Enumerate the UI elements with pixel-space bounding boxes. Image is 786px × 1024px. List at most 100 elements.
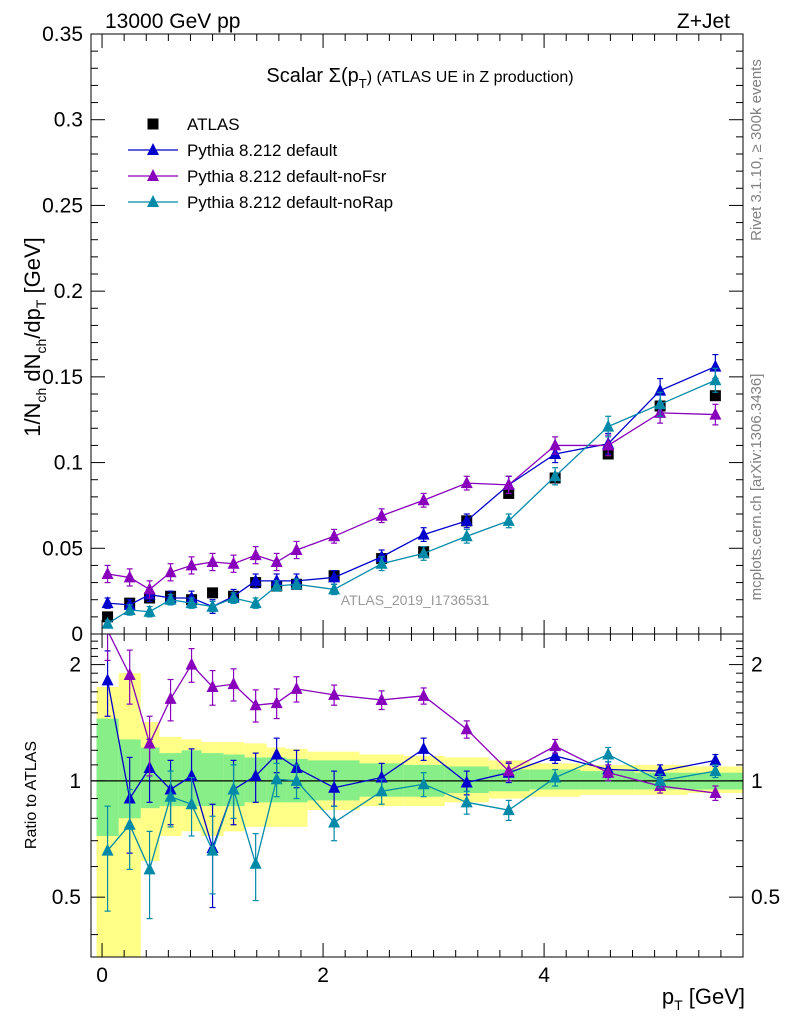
main-title: Scalar Σ(pT) (ATLAS UE in Z production) <box>266 65 573 91</box>
y-tick-label: 0.35 <box>42 23 83 46</box>
rivet-label: Rivet 3.1.10, ≥ 300k events <box>748 59 765 241</box>
data-point <box>417 527 430 540</box>
y-tick-label: 0.2 <box>54 280 83 303</box>
series-line <box>107 412 716 591</box>
ratio-point <box>709 753 722 766</box>
data-point <box>249 596 262 609</box>
data-point <box>375 508 388 521</box>
analysis-label: ATLAS_2019_I1736531 <box>341 592 490 608</box>
x-axis-label: pT [GeV] <box>662 984 745 1013</box>
data-point <box>206 599 219 612</box>
data-point <box>164 592 177 605</box>
data-point <box>417 493 430 506</box>
ratio-point <box>709 786 722 799</box>
ratio-point <box>164 789 177 802</box>
series-0 <box>102 390 721 623</box>
ratio-point <box>417 688 430 701</box>
ratio-point <box>206 843 219 856</box>
main-panel-marks <box>101 353 722 629</box>
data-point <box>602 419 615 432</box>
legend-marker <box>147 118 159 130</box>
data-point <box>328 570 341 583</box>
data-point <box>602 438 615 451</box>
ratio-point <box>290 681 303 694</box>
x-tick-label: 0 <box>96 964 108 987</box>
y-tick-label: 0.15 <box>42 366 83 389</box>
x-tick-label: 2 <box>317 964 329 987</box>
ratio-point <box>270 747 283 760</box>
ratio-point <box>460 795 473 808</box>
ratio-point <box>206 679 219 692</box>
data-point <box>460 513 473 526</box>
ratio-point <box>249 768 262 781</box>
data-point <box>206 555 219 567</box>
ratio-point <box>375 784 388 797</box>
ratio-plot-area <box>91 634 743 957</box>
ylabel-sub: ch <box>33 339 49 354</box>
data-point <box>270 579 283 591</box>
energy-label: 13000 GeV pp <box>105 10 240 33</box>
ratio-point <box>143 736 156 749</box>
series-line <box>107 379 716 625</box>
legend: ATLAS Pythia 8.212 default Pythia 8.212 de… <box>128 115 393 212</box>
ratio-point <box>101 673 114 686</box>
ratio-point <box>249 856 262 869</box>
data-point <box>101 567 114 579</box>
data-point <box>185 558 198 571</box>
data-point <box>375 556 388 569</box>
xlabel-part: p <box>662 984 674 1009</box>
data-point <box>249 548 262 561</box>
data-point <box>227 556 240 569</box>
x-tick-label: 4 <box>538 964 550 987</box>
data-point <box>164 565 177 578</box>
ratio-point <box>654 764 667 777</box>
legend-label: Pythia 8.212 default-noFsr <box>187 167 387 186</box>
legend-label: Pythia 8.212 default-noRap <box>187 193 393 212</box>
ratio-point <box>185 797 198 810</box>
data-point <box>328 582 341 595</box>
title-sub: T <box>359 76 367 91</box>
ratio-frame <box>90 633 744 958</box>
ratio-panel: 0.5 0.5 1 1 2 2 0 2 4 Ratio to ATLAS pT [GeV] <box>23 633 780 1013</box>
data-point <box>709 390 721 402</box>
legend-marker <box>147 195 159 207</box>
data-point <box>328 529 341 542</box>
ratio-series-2 <box>101 746 722 920</box>
main-panel-axes: 0 0.05 0.1 0.15 0.2 0.25 0.3 0.35 <box>42 23 744 646</box>
ratio-point <box>602 747 615 760</box>
ratio-point <box>123 817 136 830</box>
series-2 <box>101 401 722 599</box>
data-point <box>101 616 114 629</box>
ratio-point <box>290 773 303 786</box>
main-panel: 00.050.10.150.20.250.30.35 Scalar Σ(pT) … <box>20 23 744 646</box>
data-point <box>502 477 515 490</box>
y-tick-label: 0.1 <box>54 452 83 475</box>
ratio-point <box>185 657 198 670</box>
ratio-y-tick-label: 2 <box>69 654 81 677</box>
data-point <box>502 513 515 526</box>
data-point <box>143 604 156 617</box>
series-line <box>107 365 716 608</box>
data-point <box>270 555 283 567</box>
ratio-ylabel: Ratio to ATLAS <box>23 741 40 849</box>
data-point <box>417 546 430 559</box>
ratio-point <box>328 780 341 793</box>
data-point <box>143 582 156 595</box>
data-point <box>460 529 473 542</box>
xlabel-part: [GeV] <box>683 984 745 1009</box>
ratio-y-tick-label: 0.5 <box>52 886 81 909</box>
data-point <box>290 577 303 590</box>
ratio-point <box>227 782 240 795</box>
ylabel-part: [GeV] <box>20 237 45 299</box>
y-tick-label: 0.25 <box>42 194 83 217</box>
ylabel-sub: T <box>33 299 49 308</box>
mcplots-label: mcplots.cern.ch [arXiv:1306.3436] <box>748 374 765 601</box>
data-point <box>101 596 114 609</box>
ratio-point <box>460 775 473 788</box>
data-point <box>123 570 136 583</box>
title-tail: ) (ATLAS UE in Z production) <box>367 69 574 86</box>
ratio-point <box>549 748 562 761</box>
data-point <box>549 438 562 451</box>
ylabel-part: /dp <box>20 308 45 339</box>
ratio-point <box>602 765 615 778</box>
